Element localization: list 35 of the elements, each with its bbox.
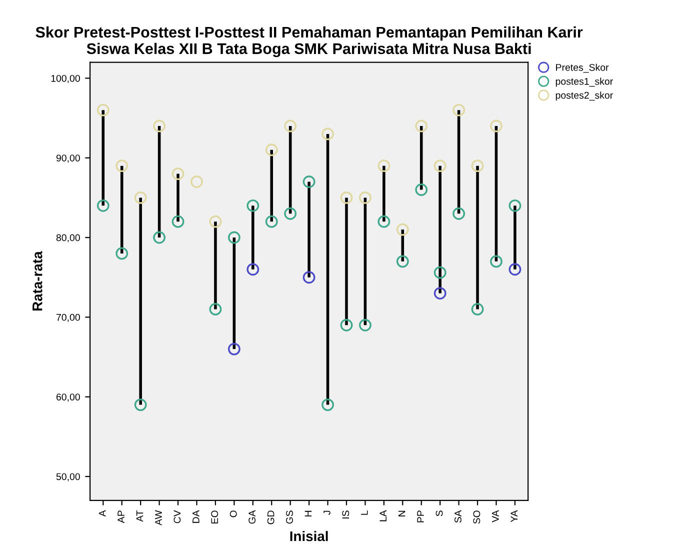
x-tick-label: AW bbox=[155, 510, 162, 526]
y-tick-label: 90,00 bbox=[56, 154, 80, 163]
x-tick-label: S bbox=[436, 510, 443, 516]
x-tick-label: LA bbox=[380, 510, 386, 522]
legend-label: postes1_skor bbox=[556, 78, 613, 87]
x-tick-label: O bbox=[230, 510, 237, 518]
y-tick-label: 70,00 bbox=[56, 314, 80, 322]
x-tick-label: AT bbox=[136, 510, 144, 522]
x-tick-label: SA bbox=[454, 510, 462, 523]
chart-title: Skor Pretest-Posttest I-Posttest II Pemahaman Pemantapan Pemilihan Karir Siswa Kelas XII B Tata Boga SMK Pariwisata Mitra Nusa Bakti bbox=[36, 26, 583, 58]
x-tick-label: VA bbox=[492, 510, 499, 522]
x-axis-title: Inisial bbox=[290, 530, 328, 542]
x-tick-label: YA bbox=[510, 510, 518, 522]
x-tick-label: GS bbox=[286, 510, 293, 524]
y-axis-title: Rata-rata bbox=[32, 251, 42, 311]
legend-label: postes2_skor bbox=[556, 92, 613, 101]
x-tick-label: J bbox=[324, 510, 330, 515]
x-tick-label: SO bbox=[473, 510, 480, 524]
x-tick-label: CV bbox=[174, 510, 181, 524]
x-tick-label: L bbox=[361, 510, 368, 515]
y-tick-label: 80,00 bbox=[56, 234, 80, 242]
x-tick-label: DA bbox=[192, 510, 200, 523]
x-tick-label: IS bbox=[342, 510, 350, 518]
x-tick-label: GD bbox=[267, 510, 274, 524]
x-tick-label: N bbox=[398, 510, 406, 516]
y-tick-label: 60,00 bbox=[56, 394, 80, 402]
legend-label: Pretes_Skor bbox=[556, 64, 609, 73]
x-tick-label: EO bbox=[211, 510, 218, 524]
x-tick-label: PP bbox=[417, 510, 424, 522]
x-tick-label: AP bbox=[118, 510, 124, 524]
x-tick-label: A bbox=[98, 510, 106, 517]
x-tick-label: GA bbox=[248, 510, 256, 524]
x-tick-label: H bbox=[304, 510, 312, 516]
y-tick-label: 100,00 bbox=[51, 74, 80, 83]
y-tick-label: 50,00 bbox=[56, 473, 80, 482]
